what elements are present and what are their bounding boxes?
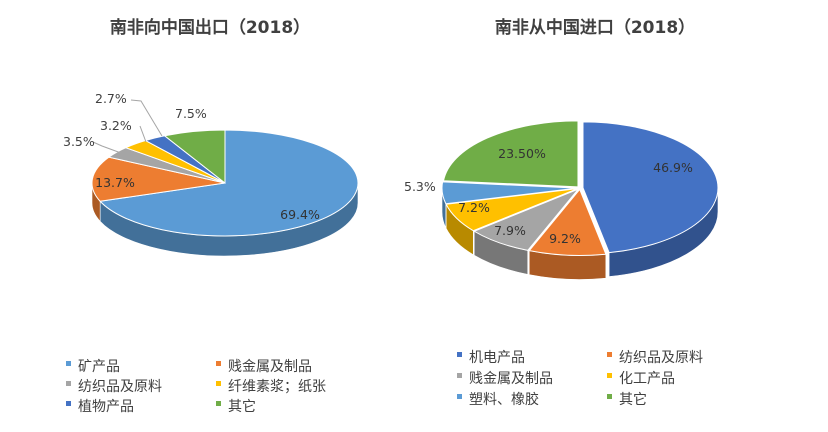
legend-swatch — [66, 401, 71, 406]
leader-line-4 — [130, 99, 163, 137]
legend-label: 塑料、橡胶 — [469, 391, 539, 408]
legend-item: 植物产品 — [66, 399, 134, 415]
pie-slice-0 — [582, 121, 719, 254]
data-label-1: 13.7% — [95, 175, 135, 190]
legend-swatch — [216, 401, 221, 406]
legend-swatch — [457, 394, 462, 399]
legend-item: 其它 — [216, 398, 256, 415]
legend-label: 化工产品 — [619, 371, 675, 387]
leader-line-3 — [139, 125, 147, 143]
pie-slice-3 — [445, 188, 578, 232]
legend-label: 贱金属及制品 — [228, 359, 312, 375]
leader-line-2 — [92, 141, 122, 154]
data-label-5: 23.50% — [498, 146, 546, 161]
pie-slice-5 — [442, 120, 579, 188]
pie-slice-1 — [91, 156, 226, 202]
legend-swatch — [457, 373, 462, 378]
legend-item: 机电产品 — [457, 350, 525, 366]
legend-item: 塑料、橡胶 — [457, 391, 539, 408]
pie-slice-1 — [528, 188, 607, 256]
pie-side-walls — [441, 187, 719, 280]
pie-slice-0 — [99, 129, 359, 237]
legend-label: 机电产品 — [469, 350, 525, 366]
legend-item: 贱金属及制品 — [457, 371, 553, 387]
legend-swatch — [607, 373, 612, 378]
pie-export: 69.4% 13.7% 3.5% 3.2% 2.7% 7.5% — [63, 91, 359, 257]
legend-swatch — [66, 361, 71, 366]
legend-swatch — [607, 394, 612, 399]
legend-label: 纤维素浆；纸张 — [228, 379, 326, 395]
pie-import: 46.9% 9.2% 7.9% 7.2% 5.3% 23.50% — [404, 120, 719, 280]
legend-swatch — [457, 352, 462, 357]
legend-label: 纺织品及原料 — [619, 350, 703, 366]
pie-slice-5 — [163, 129, 226, 185]
legend-swatch — [66, 381, 71, 386]
legend-item: 纺织品及原料 — [66, 379, 162, 395]
legend-item: 贱金属及制品 — [216, 359, 312, 375]
legend-item: 其它 — [607, 391, 647, 408]
data-label-2: 7.9% — [494, 223, 526, 238]
legend-swatch — [216, 381, 221, 386]
data-label-0: 46.9% — [653, 160, 693, 175]
data-label-3: 3.2% — [100, 118, 132, 133]
legend-label: 贱金属及制品 — [469, 371, 553, 387]
data-label-4: 2.7% — [95, 91, 127, 106]
pie-slice-4 — [441, 181, 578, 205]
legend-item: 矿产品 — [66, 359, 120, 375]
legend-item: 化工产品 — [607, 371, 675, 387]
legend-label: 其它 — [228, 398, 256, 415]
legend-item: 纤维素浆；纸张 — [216, 379, 326, 395]
legend-item: 纺织品及原料 — [607, 350, 703, 366]
legend-label: 矿产品 — [78, 359, 120, 375]
legend-label: 其它 — [619, 391, 647, 408]
data-label-4: 5.3% — [404, 179, 436, 194]
legend-label: 纺织品及原料 — [78, 379, 162, 395]
legend-swatch — [216, 361, 221, 366]
legend-label: 植物产品 — [78, 399, 134, 415]
chart-title-export: 南非向中国出口（2018） — [110, 17, 310, 38]
data-label-3: 7.2% — [458, 200, 490, 215]
data-label-0: 69.4% — [280, 207, 320, 222]
chart-title-import: 南非从中国进口（2018） — [495, 17, 695, 38]
pie-slice-2 — [473, 188, 579, 251]
data-label-5: 7.5% — [175, 106, 207, 121]
data-label-2: 3.5% — [63, 134, 95, 149]
legend-swatch — [607, 352, 612, 357]
data-label-1: 9.2% — [549, 231, 581, 246]
